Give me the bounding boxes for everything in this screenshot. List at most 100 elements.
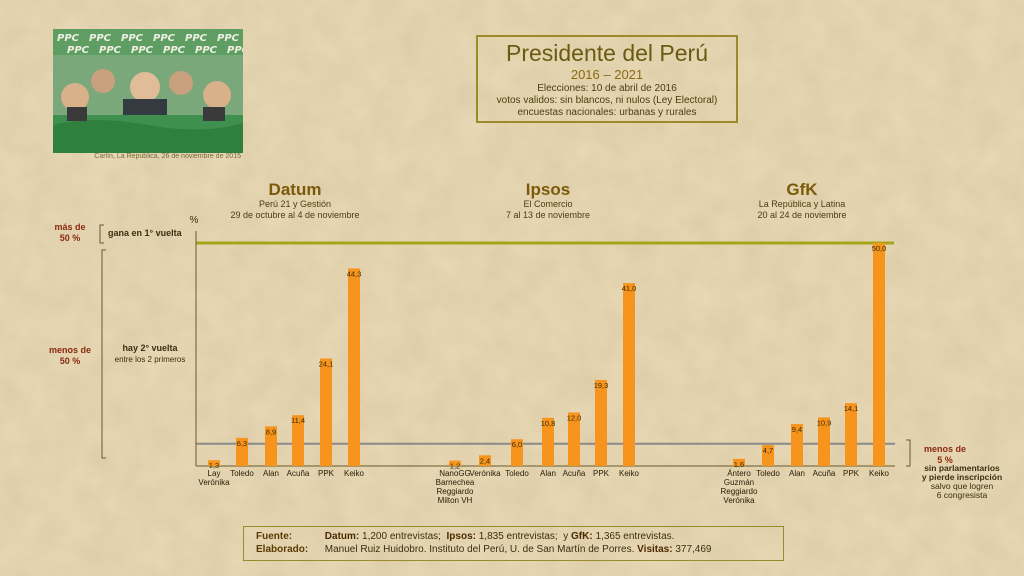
cartoon-banner-text: PPC xyxy=(57,33,80,44)
page-period: 2016 – 2021 xyxy=(570,67,644,82)
category-label: Keiko xyxy=(619,469,640,478)
data-label: 14,1 xyxy=(844,404,859,413)
bracket-mas-de-50 xyxy=(99,224,104,244)
bar xyxy=(479,455,491,466)
annotation-text: 50 % xyxy=(59,356,81,366)
cartoon-banner-text: PPC xyxy=(163,45,186,56)
title-line-1: Elecciones: 10 de abril de 2016 xyxy=(537,83,677,94)
bracket-menos-de-5 xyxy=(906,439,911,467)
footer-datum-text: 1,200 entrevistas; xyxy=(362,531,441,542)
data-label: 6,3 xyxy=(237,439,247,448)
cartoon-caption: Carlín, La República, 26 de noviembre de… xyxy=(94,153,241,160)
bar xyxy=(595,379,607,466)
category-label: PPK xyxy=(593,469,610,478)
category-label: Acuña xyxy=(813,469,836,478)
category-label: Verónika xyxy=(469,469,501,478)
category-label: Toledo xyxy=(230,469,254,478)
footer-visitas-label: Visitas: xyxy=(637,544,673,555)
title-line-2: votos validos: sin blancos, ni nulos (Le… xyxy=(496,95,718,106)
pollster-name: GfK xyxy=(786,180,818,199)
pollster-gfk: GfK La República y Latina 20 al 24 de no… xyxy=(728,181,876,221)
pollster-dates: 20 al 24 de noviembre xyxy=(757,210,847,220)
footer-visitas-text: 377,469 xyxy=(675,544,712,555)
footer-fuente-row: Fuente: Datum: 1,200 entrevistas; Ipsos:… xyxy=(256,530,783,543)
page-title: Presidente del Perú xyxy=(505,40,708,66)
footer-elaborado-text: Manuel Ruiz Huidobro. Instituto del Perú… xyxy=(324,544,635,555)
brackets xyxy=(99,224,911,467)
bar xyxy=(762,445,774,466)
category-label: Keiko xyxy=(344,469,365,478)
annotation-sin-parlamentarios: sin parlamentarios y pierde inscripción … xyxy=(912,464,1012,500)
footer-sources: Fuente: Datum: 1,200 entrevistas; Ipsos:… xyxy=(243,526,784,561)
pollster-source: Perú 21 y Gestión xyxy=(258,199,332,209)
data-label: 8,9 xyxy=(266,427,276,436)
annotation-menos-de-50: menos de 50 % xyxy=(44,345,96,367)
pollster-dates: 29 de octubre al 4 de noviembre xyxy=(230,210,360,220)
category-label: Keiko xyxy=(869,469,890,478)
bar xyxy=(733,458,745,466)
category-label: Reggiardo xyxy=(437,487,474,496)
category-label: Acuña xyxy=(563,469,586,478)
bar xyxy=(320,358,332,466)
bar xyxy=(236,437,248,466)
annotation-text: 6 congresista xyxy=(936,490,988,500)
data-label: 12,0 xyxy=(567,413,582,422)
category-label: Milton VH xyxy=(438,496,473,505)
data-label: 50,0 xyxy=(872,244,887,253)
cartoon-banner-text: PPC xyxy=(185,33,208,44)
pollster-name: Datum xyxy=(268,180,322,199)
category-label: Alan xyxy=(540,469,556,478)
data-label: 44,3 xyxy=(347,269,362,278)
cartoon-banner-text: PPC xyxy=(195,45,218,56)
bar xyxy=(873,243,885,466)
data-label: 1,3 xyxy=(209,461,219,470)
data-label: 24,1 xyxy=(319,360,334,369)
annotation-menos-de-5: menos de 5 % xyxy=(918,444,972,466)
data-label: 11,4 xyxy=(291,416,305,425)
data-label: 1,2 xyxy=(450,462,460,471)
category-label: Alan xyxy=(789,469,805,478)
category-label: PPK xyxy=(318,469,335,478)
cartoon-banner-text: PPC xyxy=(217,33,240,44)
cartoon-banner-text: PPC xyxy=(89,33,112,44)
category-label: Toledo xyxy=(505,469,529,478)
chart-bars: 1,3LayVerónika6,3Toledo8,9Alan11,4Acuña2… xyxy=(198,243,890,505)
bar xyxy=(265,426,277,466)
category-label: Lay xyxy=(208,469,221,478)
category-label: Verónika xyxy=(198,478,230,487)
category-label: NanoGG xyxy=(439,469,471,478)
category-label: Ántero xyxy=(727,469,751,478)
annotation-text: 50 % xyxy=(59,233,81,243)
annotation-text: 5 % xyxy=(937,455,953,465)
annotation-text: entre los 2 primeros xyxy=(114,355,186,364)
footer-fuente-label: Fuente: xyxy=(256,531,293,542)
category-label: Toledo xyxy=(756,469,780,478)
data-label: 10,9 xyxy=(817,418,832,427)
annotation-text: menos de xyxy=(923,444,966,454)
annotation-text: y pierde inscripción xyxy=(921,472,1003,482)
pollster-name: Ipsos xyxy=(525,180,571,199)
pollster-datum: Datum Perú 21 y Gestión 29 de octubre al… xyxy=(200,181,390,221)
pollster-source: El Comercio xyxy=(523,199,573,209)
data-label: 2,4 xyxy=(480,456,490,465)
bar xyxy=(818,417,830,466)
category-label: Verónika xyxy=(723,496,755,505)
annotation-text: sin parlamentarios xyxy=(924,463,1000,473)
cartoon-banner-text: PPC xyxy=(121,33,144,44)
category-label: Acuña xyxy=(287,469,310,478)
annotation-text: menos de xyxy=(48,345,91,355)
annotation-text: más de xyxy=(54,222,86,232)
data-label: 6,0 xyxy=(512,440,522,449)
category-label: PPK xyxy=(843,469,860,478)
bar xyxy=(348,268,360,466)
annotation-text: hay 2° vuelta xyxy=(122,343,178,353)
cartoon-banner-text: PPC xyxy=(131,45,154,56)
footer-gfk-label: GfK: xyxy=(571,531,593,542)
footer-elaborado-row: Elaborado: Manuel Ruiz Huidobro. Institu… xyxy=(256,543,783,556)
category-label: Reggiardo xyxy=(721,487,758,496)
bar xyxy=(208,460,220,466)
footer-ipsos-label: Ipsos: xyxy=(446,531,476,542)
